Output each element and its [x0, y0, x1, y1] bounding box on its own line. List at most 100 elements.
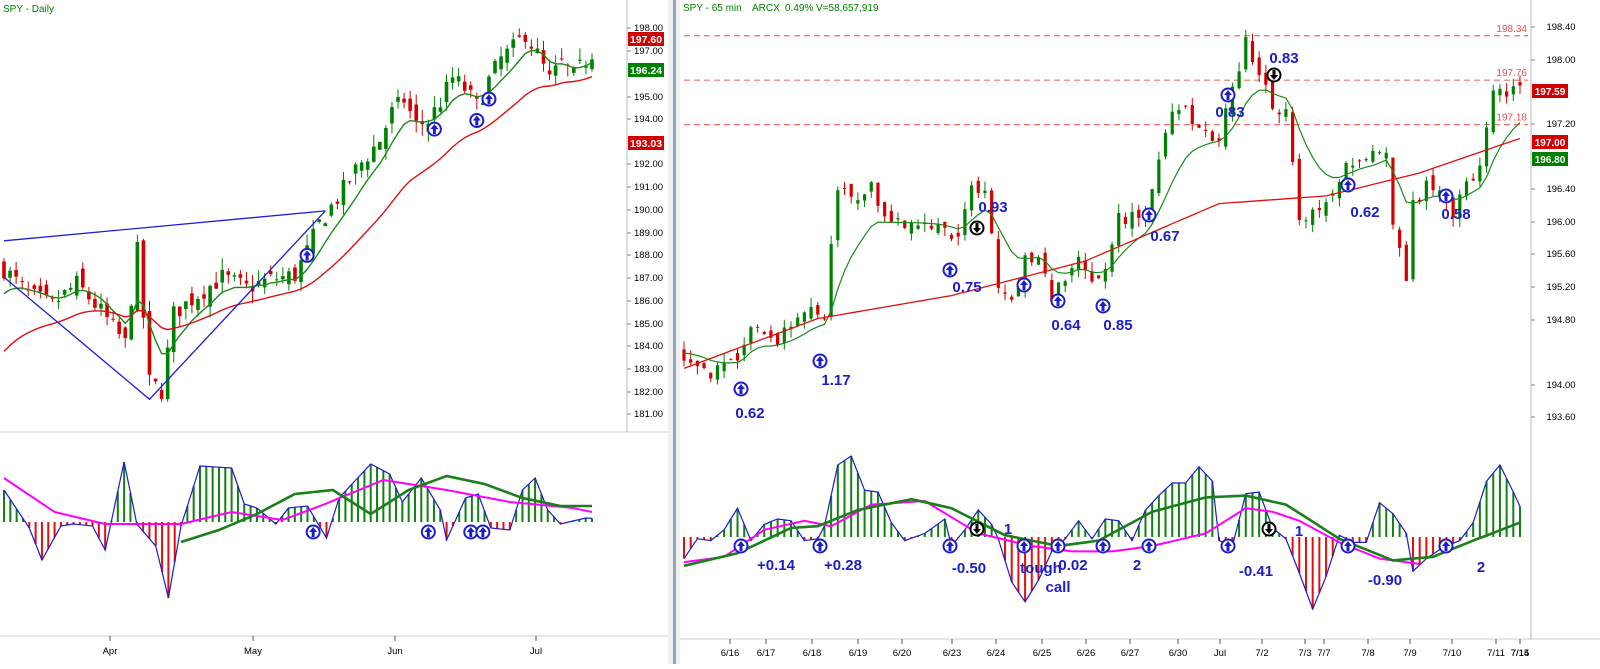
- arrow-stem: [1444, 545, 1448, 551]
- daily-hist-bar: [300, 506, 303, 522]
- daily-hist-bar: [34, 522, 37, 544]
- daily-hist-bar: [584, 518, 587, 522]
- daily-hist-bar: [66, 522, 69, 525]
- intraday-hist-bar: [1278, 533, 1281, 537]
- intraday-hist-bar: [1084, 529, 1087, 537]
- intraday-hist-bar: [1044, 537, 1047, 566]
- intraday-candle-body: [1478, 165, 1482, 182]
- daily-candle-body: [511, 39, 515, 48]
- daily-candle-body: [99, 303, 103, 309]
- arrow-head: [1054, 541, 1062, 546]
- daily-candle-body: [20, 281, 24, 283]
- arrow-stem: [1101, 545, 1105, 551]
- intraday-candle-body: [782, 327, 786, 344]
- intraday-candle-body: [802, 312, 806, 322]
- intraday-candle-body: [1217, 138, 1221, 142]
- intraday-candle-body: [1224, 108, 1228, 147]
- daily-hist-bar: [97, 522, 100, 538]
- intraday-candle-body: [1391, 157, 1395, 225]
- daily-candle-body: [44, 284, 49, 295]
- daily-hist-bar: [369, 464, 372, 522]
- daily-hist-bar: [40, 522, 43, 560]
- intraday-hist-bar: [1238, 519, 1241, 537]
- daily-candle-body: [450, 77, 455, 83]
- intraday-signal-label: 0.62: [735, 405, 764, 422]
- intraday-hist-bar: [983, 517, 986, 537]
- intraday-x-label: 7/3: [1298, 648, 1311, 659]
- intraday-hist-bar: [723, 529, 726, 537]
- intraday-hist-bar: [1351, 537, 1354, 543]
- daily-hist-bar: [78, 522, 81, 525]
- intraday-hist-bar: [1311, 537, 1314, 609]
- intraday-hist-bar: [1432, 537, 1435, 555]
- intraday-candle-body: [1150, 189, 1154, 218]
- intraday-candle-body: [722, 362, 726, 372]
- intraday-signal-label: 0.93: [978, 199, 1007, 216]
- intraday-ma-short: [683, 89, 1521, 364]
- intraday-candle-body: [682, 349, 686, 361]
- daily-chart-title: SPY - Daily: [3, 4, 54, 15]
- daily-candle-body: [2, 261, 6, 279]
- daily-candle-body: [529, 46, 534, 49]
- daily-hist-bar: [470, 496, 473, 522]
- intraday-x-label: 6/20: [893, 648, 912, 659]
- intraday-candle-body: [1010, 296, 1014, 300]
- intraday-hist-bar: [1371, 522, 1374, 537]
- daily-candle-body: [268, 271, 273, 275]
- intraday-candle-body: [1364, 159, 1368, 161]
- arrow-head: [816, 541, 824, 546]
- arrow-stem: [487, 98, 491, 105]
- intraday-candle-body: [1351, 165, 1355, 168]
- daily-candle-body: [105, 303, 109, 317]
- arrow-stem: [1267, 524, 1271, 530]
- intraday-candle-body: [969, 185, 974, 211]
- intraday-candle-body: [862, 194, 867, 201]
- daily-candle-body: [287, 271, 291, 285]
- daily-candle-body: [190, 293, 194, 306]
- intraday-x-label: 6/25: [1033, 648, 1052, 659]
- intraday-price-badge-text: 196.80: [1535, 155, 1566, 166]
- daily-price-label: 195.00: [634, 92, 663, 103]
- daily-candle-body: [487, 76, 491, 96]
- daily-price-label: 181.00: [634, 409, 663, 420]
- intraday-buy-signal-icon: [1095, 298, 1111, 314]
- daily-candle-body: [159, 389, 164, 399]
- daily-candle-body: [38, 285, 43, 292]
- daily-price-label: 190.00: [634, 205, 663, 216]
- intraday-candle-body: [1063, 281, 1067, 286]
- intraday-candle-body: [856, 200, 860, 204]
- intraday-hist-bar: [803, 537, 806, 541]
- intraday-candle-body: [1023, 255, 1027, 291]
- arrow-head: [1099, 541, 1107, 546]
- daily-price-label: 188.00: [634, 250, 663, 261]
- daily-hist-bar: [287, 508, 290, 522]
- intraday-candle-body: [709, 372, 713, 379]
- intraday-hist-bar: [1318, 537, 1321, 593]
- resistance-label: 197.76: [1496, 68, 1527, 79]
- daily-candle-body: [129, 305, 134, 340]
- intraday-candle-body: [963, 209, 967, 236]
- intraday-hist-bar: [1358, 537, 1361, 543]
- daily-price-badge: [628, 136, 664, 150]
- intraday-candle-body: [1511, 86, 1515, 95]
- intraday-candle-body: [876, 182, 880, 206]
- intraday-candle-body: [1110, 244, 1114, 272]
- arrow-stem: [818, 545, 822, 551]
- daily-candle-body: [214, 282, 218, 289]
- intraday-sell-signal-icon: [969, 220, 985, 236]
- intraday-price-badge-text: 197.00: [1535, 138, 1566, 149]
- intraday-osc-annotation: 1: [1004, 521, 1012, 538]
- intraday-hist-bar: [1258, 492, 1261, 537]
- daily-hist-bar: [129, 493, 132, 522]
- daily-candle-body: [347, 181, 352, 183]
- arrow-stem: [1022, 545, 1026, 551]
- daily-price-label: 187.00: [634, 273, 663, 284]
- daily-candle-body: [541, 50, 546, 64]
- intraday-x-label: 6/16: [721, 648, 740, 659]
- arrow-stem: [481, 531, 485, 537]
- intraday-hist-bar: [703, 537, 706, 540]
- daily-hist-bar: [319, 522, 322, 528]
- intraday-osc-annotation: -0.41: [1239, 563, 1273, 580]
- arrow-stem: [475, 119, 479, 126]
